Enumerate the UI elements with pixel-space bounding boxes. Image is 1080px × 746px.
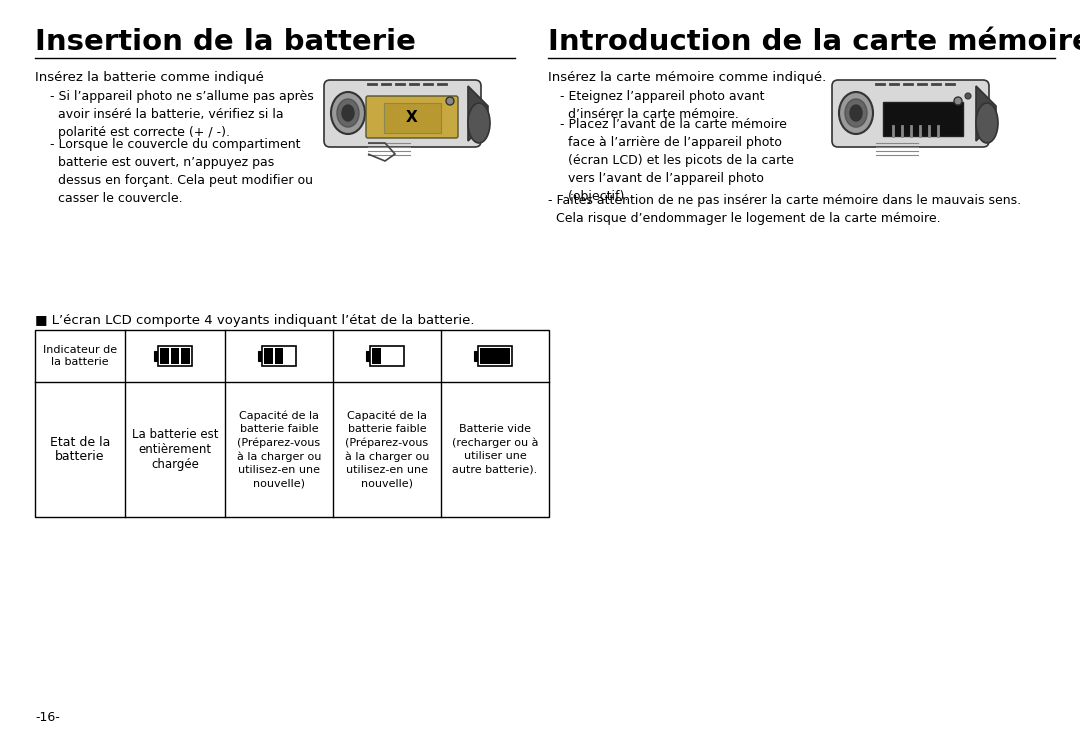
Ellipse shape [330,92,365,134]
Bar [285,348,294,364]
Text: - Faites attention de ne pas insérer la carte mémoire dans le mauvais sens.
  Ce: - Faites attention de ne pas insérer la … [548,194,1021,225]
Text: Insérez la carte mémoire comme indiqué.: Insérez la carte mémoire comme indiqué. [548,71,826,84]
Bar [274,348,283,364]
Circle shape [966,93,971,99]
FancyBboxPatch shape [324,80,481,147]
Bar [372,348,380,364]
Bar [382,348,391,364]
Bar [262,346,296,366]
Ellipse shape [337,99,359,127]
Bar [366,351,370,361]
Ellipse shape [850,105,862,121]
Text: Capacité de la
batterie faible
(Préparez-vous
à la charger ou
utilisez-en une
no: Capacité de la batterie faible (Préparez… [237,410,321,489]
Polygon shape [976,86,996,141]
Circle shape [446,97,454,105]
FancyBboxPatch shape [832,80,989,147]
Bar [478,346,512,366]
Ellipse shape [342,105,354,121]
Text: La batterie est
entièrement
chargée: La batterie est entièrement chargée [132,428,218,471]
Text: Insérez la batterie comme indiqué: Insérez la batterie comme indiqué [35,71,264,84]
Text: - Placez l’avant de la carte mémoire
  face à l’arrière de l’appareil photo
  (é: - Placez l’avant de la carte mémoire fac… [561,118,794,203]
Text: Introduction de la carte mémoire: Introduction de la carte mémoire [548,28,1080,56]
Text: Capacité de la
batterie faible
(Préparez-vous
à la charger ou
utilisez-en une
no: Capacité de la batterie faible (Préparez… [345,410,429,489]
Bar [393,348,402,364]
Bar [883,102,963,136]
Bar [154,351,158,361]
FancyBboxPatch shape [366,96,458,138]
Text: Insertion de la batterie: Insertion de la batterie [35,28,416,56]
Polygon shape [468,86,488,141]
Bar [474,351,478,361]
Ellipse shape [468,103,490,143]
Ellipse shape [839,92,873,134]
FancyBboxPatch shape [384,103,441,133]
Bar [258,351,262,361]
Bar [181,348,190,364]
Bar [158,346,192,366]
Circle shape [954,97,962,105]
Bar [480,348,510,364]
Text: - Lorsque le couvercle du compartiment
  batterie est ouvert, n’appuyez pas
  de: - Lorsque le couvercle du compartiment b… [50,138,313,205]
Bar [160,348,168,364]
Ellipse shape [976,103,998,143]
Text: ■ L’écran LCD comporte 4 voyants indiquant l’état de la batterie.: ■ L’écran LCD comporte 4 voyants indiqua… [35,314,474,327]
Text: - Eteignez l’appareil photo avant
  d’insérer la carte mémoire.: - Eteignez l’appareil photo avant d’insé… [561,90,765,121]
Text: X: X [406,110,418,125]
Bar [35,330,549,517]
Bar [171,348,179,364]
Text: Etat de la
batterie: Etat de la batterie [50,436,110,463]
Bar [370,346,404,366]
Bar [264,348,272,364]
Ellipse shape [845,99,867,127]
Text: Batterie vide
(recharger ou à
utiliser une
autre batterie).: Batterie vide (recharger ou à utiliser u… [451,424,538,474]
Text: Indicateur de
la batterie: Indicateur de la batterie [43,345,117,367]
Text: -16-: -16- [35,711,59,724]
Text: - Si l’appareil photo ne s’allume pas après
  avoir inséré la batterie, vérifiez: - Si l’appareil photo ne s’allume pas ap… [50,90,314,139]
